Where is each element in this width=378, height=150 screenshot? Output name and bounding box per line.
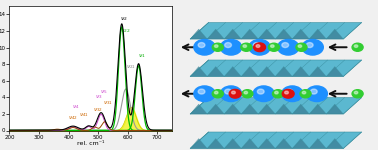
Circle shape	[282, 89, 294, 98]
Polygon shape	[190, 98, 362, 114]
Polygon shape	[190, 22, 362, 39]
Circle shape	[232, 91, 235, 94]
Circle shape	[194, 86, 215, 102]
Circle shape	[286, 89, 293, 94]
Circle shape	[271, 45, 274, 47]
Circle shape	[212, 43, 223, 51]
Circle shape	[298, 45, 302, 47]
Polygon shape	[207, 29, 224, 39]
Circle shape	[249, 39, 270, 55]
Circle shape	[285, 91, 288, 94]
Text: $\nu_{22}$: $\nu_{22}$	[120, 27, 130, 35]
Circle shape	[273, 90, 284, 98]
Circle shape	[254, 43, 265, 52]
Polygon shape	[241, 67, 258, 76]
Circle shape	[306, 86, 327, 102]
Polygon shape	[258, 139, 275, 148]
Polygon shape	[292, 139, 309, 148]
Circle shape	[220, 86, 242, 102]
Circle shape	[253, 86, 274, 102]
Polygon shape	[224, 67, 241, 76]
Circle shape	[198, 89, 205, 94]
Text: $\nu_4$: $\nu_4$	[73, 103, 80, 111]
Polygon shape	[326, 139, 343, 148]
Circle shape	[268, 43, 279, 51]
Circle shape	[244, 91, 248, 94]
Circle shape	[352, 43, 363, 51]
Polygon shape	[207, 67, 224, 76]
Circle shape	[302, 91, 306, 94]
Text: $\nu_{31}$: $\nu_{31}$	[104, 99, 113, 107]
Circle shape	[220, 39, 242, 55]
Text: $\nu_2$: $\nu_2$	[120, 15, 128, 23]
Circle shape	[275, 91, 278, 94]
Polygon shape	[224, 104, 241, 114]
Text: $\nu_{41}$: $\nu_{41}$	[79, 111, 89, 119]
Polygon shape	[326, 104, 343, 114]
Text: $\nu_3$: $\nu_3$	[95, 93, 102, 101]
Circle shape	[277, 39, 299, 55]
Circle shape	[352, 90, 363, 98]
Polygon shape	[275, 139, 292, 148]
Circle shape	[253, 43, 260, 48]
Circle shape	[354, 45, 358, 47]
Circle shape	[310, 89, 317, 94]
Circle shape	[282, 86, 303, 102]
Circle shape	[194, 39, 215, 55]
Polygon shape	[275, 104, 292, 114]
Circle shape	[282, 43, 289, 48]
Polygon shape	[190, 29, 207, 39]
Polygon shape	[207, 139, 224, 148]
Circle shape	[296, 43, 307, 51]
Polygon shape	[190, 132, 362, 148]
Circle shape	[214, 45, 218, 47]
Polygon shape	[190, 67, 207, 76]
Polygon shape	[241, 29, 258, 39]
Polygon shape	[309, 67, 326, 76]
Circle shape	[229, 89, 241, 98]
Circle shape	[256, 45, 260, 47]
Circle shape	[241, 43, 252, 51]
Polygon shape	[224, 29, 241, 39]
Polygon shape	[309, 139, 326, 148]
Polygon shape	[241, 139, 258, 148]
Polygon shape	[190, 60, 362, 76]
Circle shape	[306, 43, 313, 48]
Polygon shape	[292, 29, 309, 39]
Polygon shape	[224, 139, 241, 148]
Polygon shape	[258, 29, 275, 39]
Polygon shape	[292, 67, 309, 76]
Circle shape	[257, 89, 264, 94]
Polygon shape	[309, 29, 326, 39]
Polygon shape	[190, 139, 207, 148]
Polygon shape	[241, 104, 258, 114]
Circle shape	[354, 91, 358, 94]
Polygon shape	[326, 67, 343, 76]
Circle shape	[225, 43, 231, 48]
Polygon shape	[275, 29, 292, 39]
Circle shape	[243, 45, 246, 47]
Polygon shape	[258, 67, 275, 76]
Circle shape	[225, 89, 231, 94]
Circle shape	[242, 90, 253, 98]
Circle shape	[300, 90, 311, 98]
Circle shape	[212, 90, 223, 98]
Circle shape	[214, 91, 218, 94]
Circle shape	[302, 39, 323, 55]
Polygon shape	[190, 104, 207, 114]
Polygon shape	[258, 104, 275, 114]
Circle shape	[198, 43, 205, 48]
Text: $\nu_5$: $\nu_5$	[100, 88, 107, 96]
Polygon shape	[326, 29, 343, 39]
Polygon shape	[292, 104, 309, 114]
Polygon shape	[275, 67, 292, 76]
Text: $\nu_1$: $\nu_1$	[138, 52, 146, 60]
Polygon shape	[309, 104, 326, 114]
Text: $\nu_{42}$: $\nu_{42}$	[68, 114, 78, 122]
Polygon shape	[207, 104, 224, 114]
Text: $\nu_{32}$: $\nu_{32}$	[93, 106, 104, 114]
Text: $\nu_{21}$: $\nu_{21}$	[127, 63, 136, 71]
X-axis label: rel. cm⁻¹: rel. cm⁻¹	[77, 141, 104, 146]
